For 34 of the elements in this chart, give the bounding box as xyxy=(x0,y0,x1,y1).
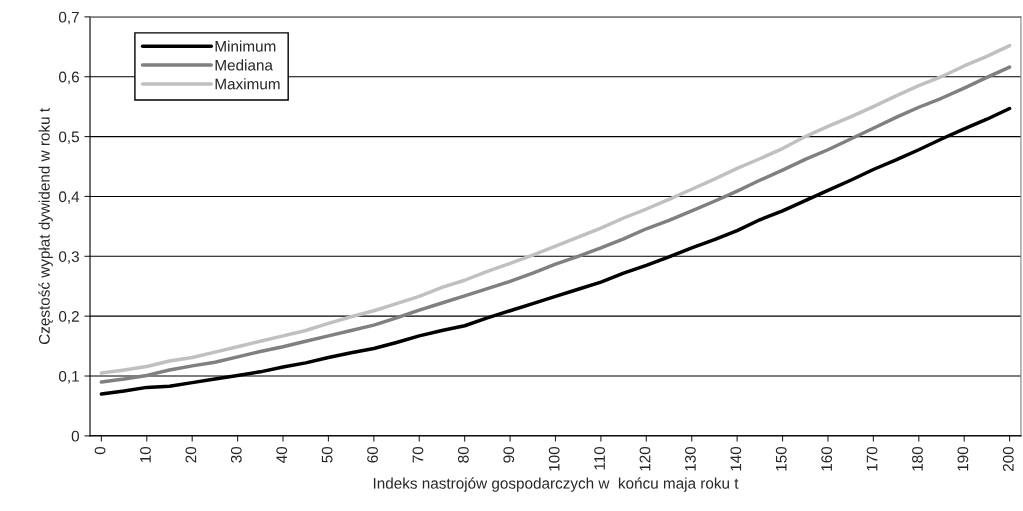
x-tick-label: 110 xyxy=(594,446,605,470)
y-tick-label: 0,1 xyxy=(58,370,79,384)
x-tick-label: 140 xyxy=(730,446,742,471)
y-tick-label: 0,4 xyxy=(58,191,80,204)
x-tick-label: 180 xyxy=(912,446,923,471)
y-tick-label: 0,6 xyxy=(58,71,79,85)
y-tick-label: 0,5 xyxy=(58,131,79,145)
x-axis-title: Indeks nastrojów gospodarczych w końcu maja roku t xyxy=(373,477,739,492)
x-tick-label: 70 xyxy=(412,446,424,463)
x-tick-label: 80 xyxy=(457,446,469,463)
x-tick-label: 200 xyxy=(1002,446,1014,472)
x-tick-label: 130 xyxy=(685,446,696,471)
legend-label: Mediana xyxy=(215,59,273,71)
legend-label: Maximum xyxy=(215,78,280,90)
y-tick-label: 0,3 xyxy=(58,251,79,264)
x-tick-label: 190 xyxy=(957,446,969,471)
x-tick-label: 10 xyxy=(140,446,151,463)
x-tick-label: 60 xyxy=(367,446,378,463)
y-axis-title: Częstość wypłat dywidend w roku t xyxy=(38,108,53,345)
legend-label: Minimum xyxy=(215,40,276,52)
x-tick-label: 150 xyxy=(775,446,787,471)
y-tick-label: 0,2 xyxy=(58,311,79,324)
x-tick-label: 0 xyxy=(94,446,106,455)
x-tick-label: 30 xyxy=(230,446,242,463)
x-tick-label: 100 xyxy=(548,446,560,471)
x-tick-label: 120 xyxy=(639,446,651,471)
x-tick-label: 20 xyxy=(185,446,197,463)
x-tick-label: 160 xyxy=(821,446,833,471)
x-tick-label: 90 xyxy=(503,446,515,463)
x-tick-label: 170 xyxy=(866,446,878,471)
x-tick-label: 40 xyxy=(276,446,288,463)
y-tick-label: 0,7 xyxy=(58,11,79,25)
y-tick-label: 0 xyxy=(71,430,80,442)
x-tick-label: 50 xyxy=(321,446,333,463)
